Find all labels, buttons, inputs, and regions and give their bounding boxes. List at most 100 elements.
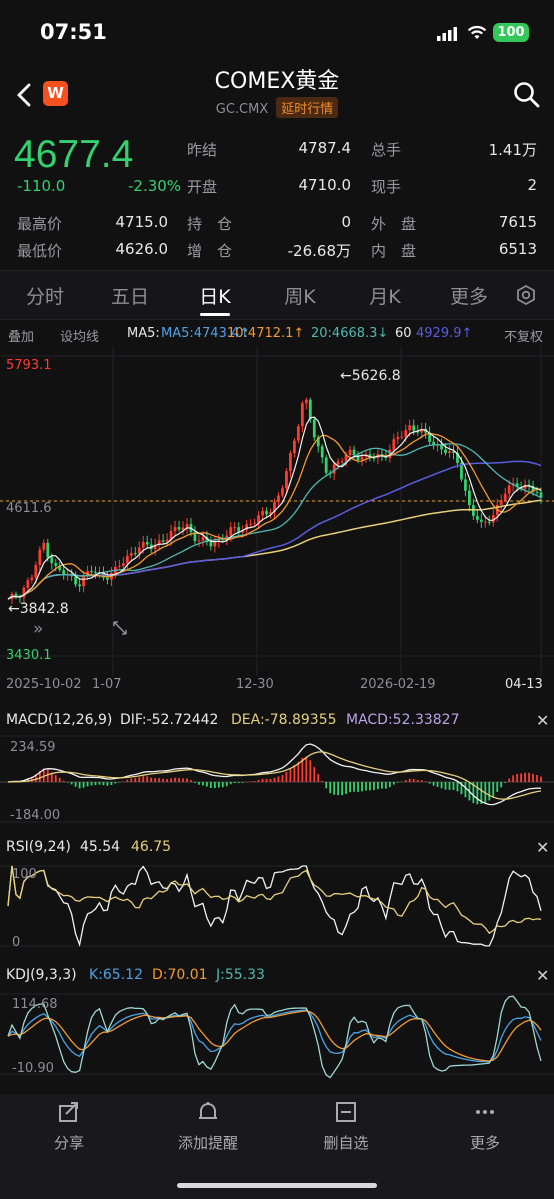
- back-icon[interactable]: [14, 82, 34, 108]
- inner-volume-value: 6513: [498, 240, 537, 258]
- candle: [491, 509, 495, 527]
- delay-badge: 延时行情: [276, 97, 339, 118]
- kdj-axis-min: -10.90: [12, 1061, 54, 1076]
- macd-bar: [388, 782, 391, 788]
- macd-bar: [365, 782, 367, 791]
- macd-bar: [396, 782, 399, 783]
- macd-bar: [261, 778, 264, 782]
- rsi-label[interactable]: RSI(9,24): [6, 839, 71, 855]
- macd-axis-min: -184.00: [10, 808, 60, 823]
- add-alert-button[interactable]: 添加提醒: [163, 1100, 253, 1153]
- macd-bar: [321, 781, 324, 782]
- total-volume-value: 1.41万: [488, 141, 537, 159]
- macd-close-icon[interactable]: ✕: [536, 711, 550, 730]
- candle: [396, 431, 400, 445]
- macd-bar: [436, 782, 439, 787]
- prev-close-value: 4787.4: [298, 139, 352, 157]
- scroll-left-icon[interactable]: »: [33, 619, 43, 639]
- macd-bar: [444, 782, 447, 790]
- tab-more[interactable]: 更多: [449, 286, 488, 308]
- macd-bar: [205, 782, 208, 787]
- expand-icon[interactable]: [113, 621, 127, 635]
- macd-bar: [285, 772, 288, 782]
- open-label: 开盘: [187, 178, 218, 196]
- macd-dif: DIF:-52.72442: [120, 712, 219, 728]
- tab-weekly-k[interactable]: 周K: [284, 286, 316, 308]
- macd-bar: [54, 775, 57, 782]
- adjust-mode[interactable]: 不复权: [504, 330, 544, 345]
- macd-bar: [118, 782, 121, 783]
- y-axis-max: 5793.1: [6, 358, 52, 373]
- macd-bar: [74, 782, 77, 787]
- tab-intraday[interactable]: 分时: [25, 286, 64, 308]
- macd-bar: [221, 782, 224, 788]
- low-marker: ←3842.8: [8, 601, 69, 617]
- candle: [125, 549, 129, 570]
- dea-line: [7, 751, 542, 800]
- macd-bar: [102, 782, 105, 786]
- macd-bar: [154, 778, 157, 782]
- high-marker: ←5626.8: [340, 368, 401, 384]
- macd-bar: [209, 782, 212, 788]
- overlay-button[interactable]: 叠加: [8, 330, 35, 345]
- candle: [265, 507, 268, 518]
- j-line: [7, 995, 542, 1079]
- candle: [185, 518, 189, 534]
- tab-daily-k[interactable]: 日K: [199, 286, 231, 308]
- macd-bar: [142, 776, 145, 782]
- macd-bar: [241, 782, 244, 783]
- macd-bar: [34, 774, 37, 782]
- macd-bar: [345, 782, 347, 794]
- rsi-line-1: [7, 865, 542, 947]
- price-change: -110.0: [17, 177, 66, 195]
- macd-label[interactable]: MACD(12,26,9): [6, 712, 113, 728]
- tab-five-day[interactable]: 五日: [110, 286, 149, 308]
- page-title: COMEX黄金: [214, 69, 340, 94]
- bell-icon: [163, 1100, 253, 1128]
- candle: [157, 534, 161, 551]
- chart-settings-icon[interactable]: [515, 284, 537, 306]
- macd-value: MACD:52.33827: [346, 712, 460, 728]
- macd-bar: [540, 776, 542, 782]
- search-icon[interactable]: [513, 81, 541, 109]
- d-line: [7, 1010, 542, 1062]
- set-ma-button[interactable]: 设均线: [60, 330, 100, 345]
- macd-bar: [98, 782, 101, 785]
- tab-monthly-k[interactable]: 月K: [369, 286, 401, 308]
- macd-bar: [114, 782, 117, 784]
- share-button[interactable]: 分享: [24, 1100, 114, 1153]
- macd-bar: [416, 779, 419, 782]
- current-volume-label: 现手: [371, 178, 402, 196]
- kdj-label[interactable]: KDJ(9,3,3): [6, 967, 77, 983]
- macd-bar: [26, 778, 29, 782]
- macd-bar: [86, 782, 89, 787]
- candle: [82, 570, 85, 593]
- macd-bar: [30, 776, 33, 782]
- macd-bar: [480, 782, 483, 805]
- macd-bar: [472, 782, 475, 804]
- macd-bar: [337, 782, 340, 796]
- macd-bar: [400, 781, 403, 783]
- candle: [523, 479, 527, 495]
- kdj-close-icon[interactable]: ✕: [536, 966, 550, 985]
- rsi-close-icon[interactable]: ✕: [536, 838, 550, 857]
- open-interest-value: 0: [341, 213, 351, 231]
- macd-bar: [361, 782, 363, 792]
- app-logo: W: [43, 81, 68, 106]
- candle: [324, 454, 328, 476]
- open-value: 4710.0: [298, 176, 352, 194]
- macd-bar: [138, 777, 141, 782]
- macd-bar: [269, 778, 272, 782]
- macd-bar: [520, 773, 523, 782]
- candle: [86, 565, 89, 580]
- candle: [420, 422, 424, 439]
- price-change-pct: -2.30%: [128, 177, 182, 195]
- more-actions-button[interactable]: 更多: [440, 1100, 530, 1153]
- macd-bar: [532, 773, 534, 782]
- main-kline-chart[interactable]: 5793.1 4611.6 3430.1 ←5626.8 ←3842.8 202…: [0, 346, 554, 698]
- macd-bar: [392, 782, 395, 785]
- macd-bar: [440, 782, 443, 789]
- remove-watchlist-button[interactable]: 删自选: [301, 1100, 391, 1153]
- active-tab-indicator: [200, 313, 230, 316]
- macd-bar: [265, 778, 268, 782]
